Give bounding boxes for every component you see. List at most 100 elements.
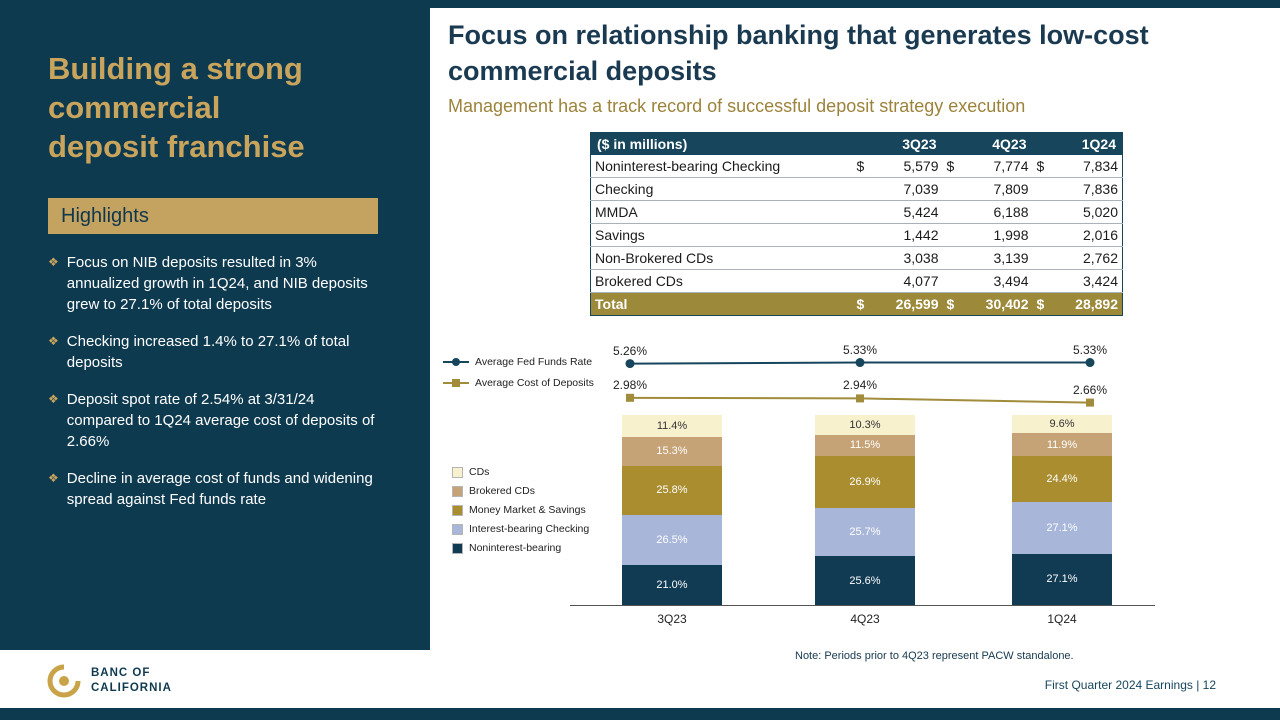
diamond-bullet-icon: ❖	[48, 334, 59, 348]
highlight-bullet: ❖ Decline in average cost of funds and wi…	[48, 468, 380, 510]
legend-label: Money Market & Savings	[469, 504, 586, 516]
table-row: Noninterest-bearing Checking $5,579 $7,774…	[590, 155, 1123, 178]
legend-label: Brokered CDs	[469, 485, 535, 497]
dollar-sign: $	[942, 155, 961, 178]
banc-of-california-logo: BANC OF CALIFORNIA	[46, 663, 172, 699]
bar-segment: 11.5%	[815, 434, 915, 457]
legend-label: Average Cost of Deposits	[475, 377, 594, 389]
page-title: Focus on relationship banking that gener…	[448, 20, 1149, 86]
cell-value: 3,494	[960, 269, 1033, 293]
cell-value: 28,892	[1050, 292, 1123, 316]
stacked-bar: 11.4% 15.3% 25.8% 26.5% 21.0%	[622, 415, 722, 605]
dollar-sign	[852, 223, 871, 247]
dollar-sign	[852, 269, 871, 293]
bar-segment: 11.9%	[1012, 433, 1112, 456]
table-row: Checking 7,039 7,809 7,836	[590, 177, 1123, 201]
legend-item: Interest-bearing Checking	[452, 523, 589, 535]
dollar-sign	[852, 177, 871, 201]
cell-value: 7,836	[1050, 177, 1123, 201]
table-header-quarter: 4Q23	[942, 132, 1033, 155]
cell-value: 1,442	[870, 223, 943, 247]
cell-value: 7,834	[1050, 155, 1123, 178]
highlight-bullet: ❖ Deposit spot rate of 2.54% at 3/31/24 c…	[48, 389, 380, 452]
legend-swatch	[452, 485, 463, 497]
bar-segment: 25.7%	[815, 507, 915, 557]
legend-swatch	[452, 542, 463, 554]
legend-item: Noninterest-bearing	[452, 542, 589, 554]
cell-value: 26,599	[870, 292, 943, 316]
slide-title: Building a strong commercial deposit fra…	[48, 51, 305, 164]
legend-item: CDs	[452, 466, 589, 478]
table-row: Brokered CDs 4,077 3,494 3,424	[590, 269, 1123, 293]
logo-line-1: BANC OF	[91, 667, 151, 680]
diamond-bullet-icon: ❖	[48, 255, 59, 269]
top-accent-strip	[0, 0, 1280, 8]
row-label: Brokered CDs	[590, 269, 853, 293]
logo-wordmark: BANC OF CALIFORNIA	[91, 666, 172, 696]
dollar-sign	[1032, 269, 1051, 293]
bottom-accent-strip	[0, 708, 1280, 720]
cell-value: 6,188	[960, 200, 1033, 224]
legend-label: Average Fed Funds Rate	[475, 356, 593, 368]
highlights-bullets: ❖ Focus on NIB deposits resulted in 3% an…	[48, 252, 380, 526]
deposit-table-body: Noninterest-bearing Checking $5,579 $7,774…	[590, 155, 1123, 316]
banc-logo-icon	[47, 664, 81, 698]
deposit-table-head-row: ($ in millions) 3Q23 4Q23 1Q24	[590, 132, 1123, 155]
bar-category-label: 4Q23	[850, 612, 880, 626]
line-legend: Average Fed Funds Rate Average Cost of De…	[443, 356, 594, 398]
dollar-sign	[942, 223, 961, 247]
deposit-table: ($ in millions) 3Q23 4Q23 1Q24 Noninterest-…	[590, 132, 1123, 316]
table-row: Savings 1,442 1,998 2,016	[590, 223, 1123, 247]
square-marker-icon	[443, 378, 469, 388]
x-axis-line	[570, 605, 1155, 606]
cell-value: 1,998	[960, 223, 1033, 247]
bar-segment: 26.5%	[622, 514, 722, 566]
cell-value: 4,077	[870, 269, 943, 293]
dollar-sign	[1032, 200, 1051, 224]
bar-category-label: 1Q24	[1047, 612, 1077, 626]
legend-swatch	[452, 504, 463, 516]
legend-item: Average Cost of Deposits	[443, 377, 594, 389]
cell-value: 7,774	[960, 155, 1033, 178]
cell-value: 3,424	[1050, 269, 1123, 293]
cell-value: 30,402	[960, 292, 1033, 316]
dollar-sign: $	[942, 292, 961, 316]
footnote: Note: Periods prior to 4Q23 represent PA…	[795, 650, 1074, 662]
cell-value: 5,424	[870, 200, 943, 224]
legend-item: Average Fed Funds Rate	[443, 356, 594, 368]
sidebar: Building a strong commercial deposit fra…	[0, 0, 430, 650]
table-header-label: ($ in millions)	[590, 132, 853, 155]
bar-segment: 15.3%	[622, 436, 722, 466]
diamond-bullet-icon: ❖	[48, 392, 59, 406]
cell-value: 5,020	[1050, 200, 1123, 224]
main-content: Focus on relationship banking that gener…	[430, 0, 1280, 720]
dollar-sign: $	[1032, 155, 1051, 178]
bar-segment: 9.6%	[1012, 415, 1112, 434]
legend-item: Brokered CDs	[452, 485, 589, 497]
dollar-sign	[852, 200, 871, 224]
highlight-bullet: ❖ Checking increased 1.4% to 27.1% of tot…	[48, 331, 380, 373]
bar-segment: 27.1%	[1012, 502, 1112, 554]
bar-segment: 11.4%	[622, 415, 722, 437]
table-header-quarter: 3Q23	[852, 132, 943, 155]
stacked-bar: 9.6% 11.9% 24.4% 27.1% 27.1%	[1012, 415, 1112, 605]
dollar-sign	[1032, 223, 1051, 247]
cell-value: 7,039	[870, 177, 943, 201]
dollar-sign: $	[1032, 292, 1051, 316]
bar-category-label: 3Q23	[657, 612, 687, 626]
dollar-sign	[942, 269, 961, 293]
table-row: Non-Brokered CDs 3,038 3,139 2,762	[590, 246, 1123, 270]
bar-segment: 24.4%	[1012, 455, 1112, 503]
row-label: Non-Brokered CDs	[590, 246, 853, 270]
row-label: MMDA	[590, 200, 853, 224]
logo-line-2: CALIFORNIA	[91, 682, 172, 694]
page-subtitle: Management has a track record of success…	[448, 96, 1026, 116]
highlights-header: Highlights	[48, 198, 378, 234]
highlight-bullet: ❖ Focus on NIB deposits resulted in 3% an…	[48, 252, 380, 315]
row-label: Savings	[590, 223, 853, 247]
row-label: Checking	[590, 177, 853, 201]
highlight-bullet-text: Focus on NIB deposits resulted in 3% ann…	[66, 254, 368, 313]
cell-value: 2,016	[1050, 223, 1123, 247]
legend-swatch	[452, 466, 463, 478]
highlight-bullet-text: Checking increased 1.4% to 27.1% of tota…	[66, 333, 350, 371]
